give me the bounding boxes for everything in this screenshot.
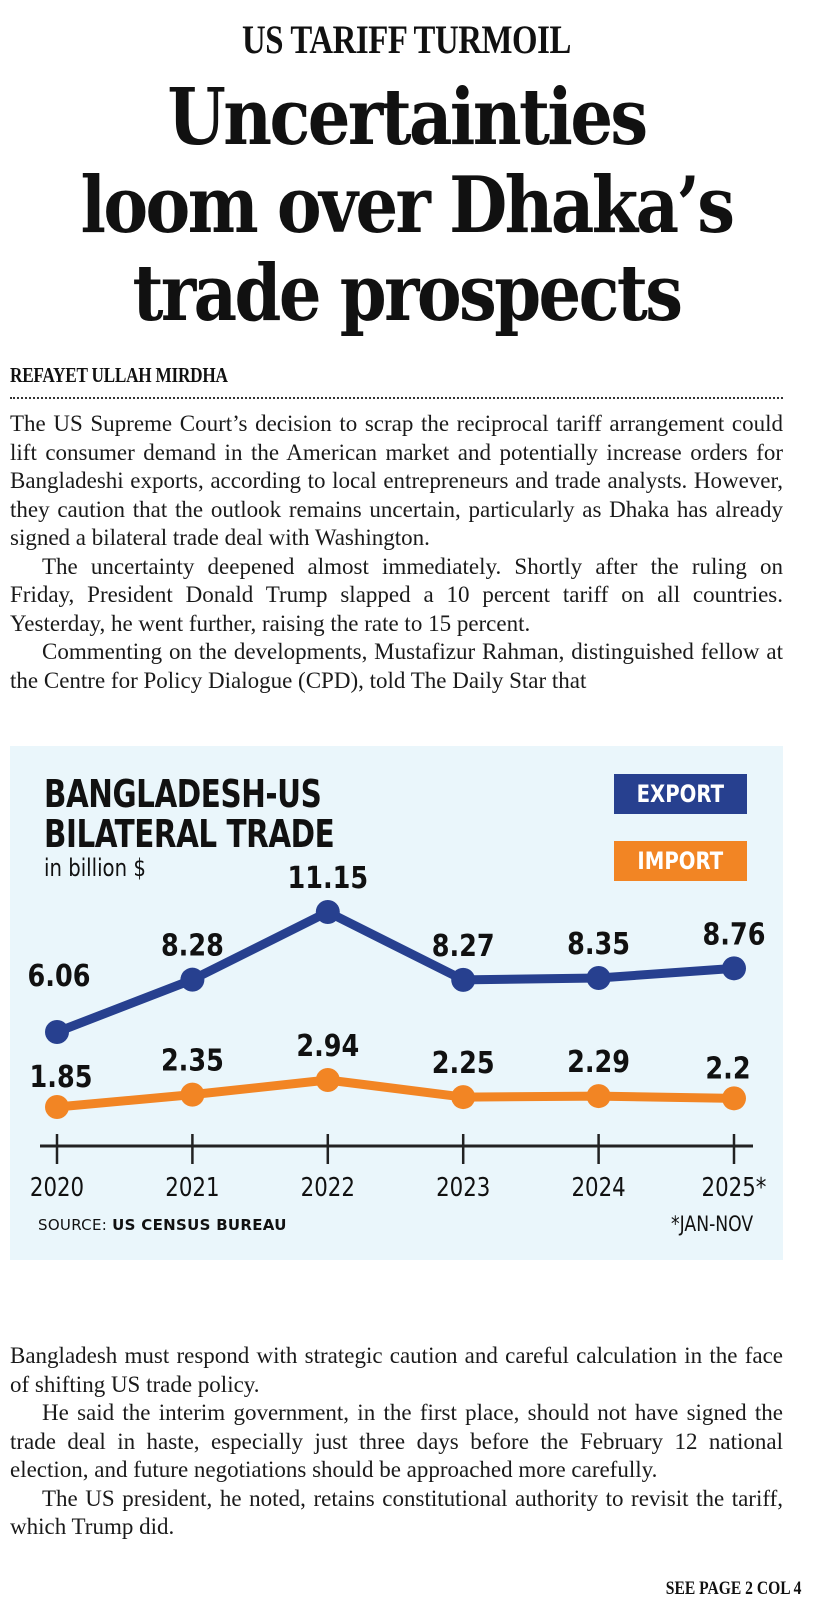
paragraph: He said the interim government, in the f…: [10, 1400, 783, 1482]
paragraph: The US Supreme Court’s decision to scrap…: [10, 411, 783, 550]
headline-line-2: loom over Dhaka’s: [80, 160, 735, 251]
article-kicker: US TARIFF TURMOIL: [242, 17, 571, 62]
paragraph: The uncertainty deepened almost immediat…: [10, 553, 783, 636]
paragraph: Bangladesh must respond with strategic c…: [10, 1343, 783, 1397]
trade-chart: BANGLADESH-US BILATERAL TRADE in billion…: [10, 746, 783, 1260]
export-data-label: 11.15: [287, 860, 368, 896]
import-point: [45, 1095, 69, 1119]
article-body-top: The US Supreme Court’s decision to scrap…: [10, 410, 783, 695]
x-tick-label: 2022: [301, 1172, 355, 1203]
import-line: [52, 1075, 739, 1112]
export-data-label: 8.28: [161, 928, 224, 964]
x-tick-label: 2020: [30, 1172, 84, 1203]
chart-plot: 2020 2021 2022 2023 2024 2025* 6.06 8.28 11.15 8.…: [28, 860, 767, 1203]
import-point: [722, 1086, 746, 1111]
import-data-label: 2.29: [567, 1044, 630, 1080]
chart-title-line-2: BILATERAL TRADE: [44, 812, 335, 856]
x-tick-label: 2023: [436, 1172, 490, 1203]
chart-source: SOURCE: US CENSUS BUREAU: [38, 1216, 287, 1234]
dotted-divider: [10, 397, 783, 399]
legend-import: IMPORT: [614, 841, 747, 881]
import-point: [451, 1085, 476, 1110]
import-data-label: 2.25: [432, 1045, 495, 1081]
paragraph: Commenting on the developments, Mustafiz…: [10, 639, 783, 693]
export-data-label: 8.76: [703, 916, 766, 952]
export-data-label: 8.35: [567, 926, 630, 962]
chart-footnote: *JAN-NOV: [670, 1212, 753, 1236]
import-data-label: 2.35: [161, 1043, 224, 1079]
export-line: [52, 907, 739, 1037]
byline: REFAYET ULLAH MIRDHA: [10, 363, 228, 387]
export-point: [451, 967, 476, 992]
continuation-line: SEE PAGE 2 COL 4: [665, 1578, 801, 1599]
article-body-bottom: Bangladesh must respond with strategic c…: [10, 1342, 783, 1542]
import-point: [180, 1082, 205, 1107]
import-data-label: 2.2: [705, 1050, 750, 1086]
import-data-label: 2.94: [296, 1028, 359, 1064]
chart-title: BANGLADESH-US BILATERAL TRADE: [44, 772, 335, 856]
export-point: [180, 967, 205, 992]
x-tick-label: 2025*: [702, 1172, 767, 1203]
chart-subtitle: in billion $: [44, 854, 146, 882]
export-data-label: 6.06: [28, 958, 91, 994]
legend-export-label: EXPORT: [636, 780, 725, 808]
export-point: [315, 900, 340, 924]
export-data-label: 8.27: [432, 928, 495, 964]
import-data-label: 1.85: [30, 1059, 93, 1095]
import-point: [586, 1084, 611, 1109]
x-tick-label: 2024: [571, 1172, 625, 1203]
source-value: US CENSUS BUREAU: [112, 1216, 287, 1234]
source-label: SOURCE:: [38, 1216, 108, 1234]
export-point: [45, 1020, 69, 1044]
headline-line-3: trade prospects: [132, 248, 684, 339]
article-headline: Uncertainties loom over Dhaka’s trade pr…: [57, 74, 756, 338]
export-point: [722, 956, 746, 981]
headline-line-1: Uncertainties: [167, 72, 648, 163]
chart-title-line-1: BANGLADESH-US: [44, 772, 322, 816]
legend-import-label: IMPORT: [637, 847, 724, 875]
legend-export: EXPORT: [614, 774, 747, 814]
import-point: [315, 1068, 340, 1092]
paragraph: The US president, he noted, retains cons…: [10, 1485, 783, 1540]
x-tick-label: 2021: [165, 1172, 219, 1203]
export-point: [586, 966, 611, 991]
